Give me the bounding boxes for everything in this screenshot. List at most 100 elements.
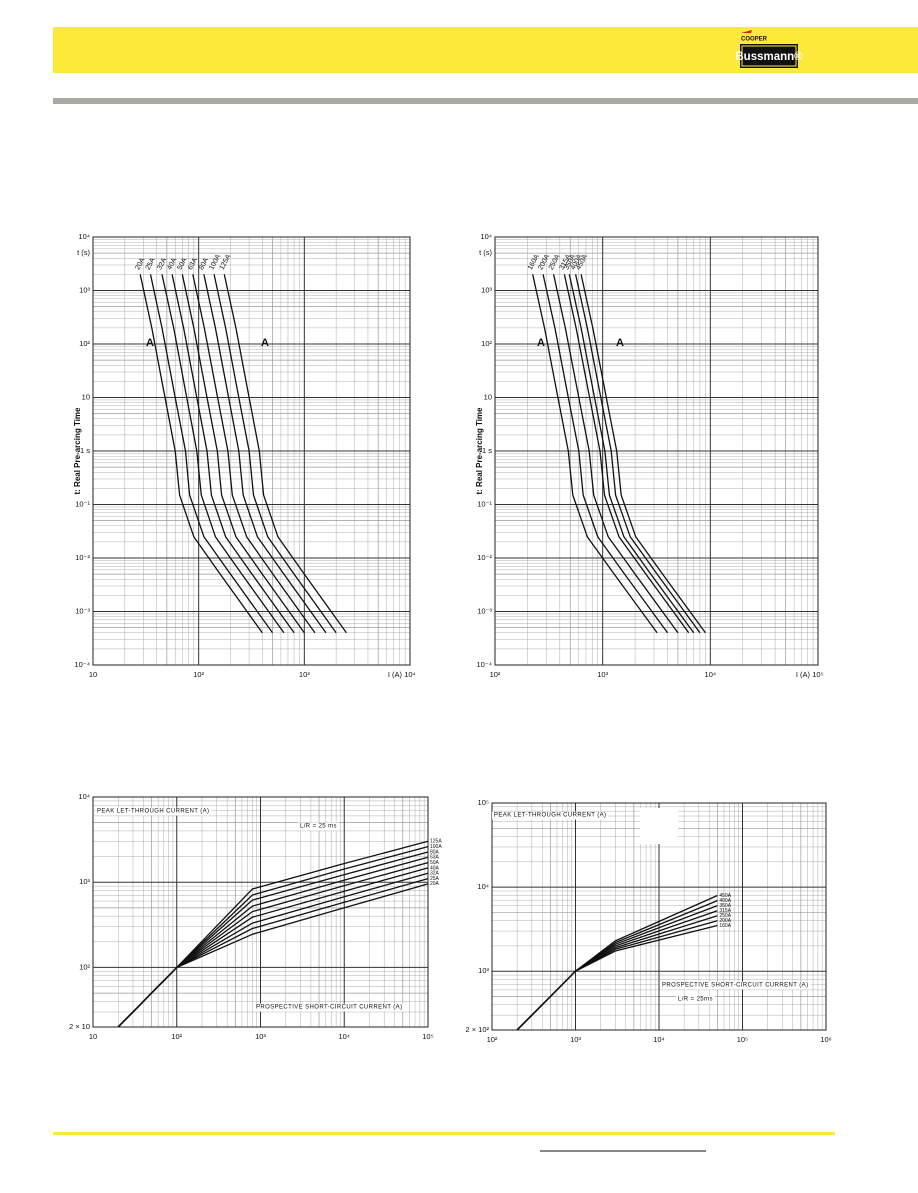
x-tick-label: 10³ xyxy=(299,670,310,679)
series-label: 20A xyxy=(430,881,440,887)
curve xyxy=(532,274,658,634)
y-tick-label: 10² xyxy=(481,339,492,348)
blank-box xyxy=(640,808,678,844)
x-tick-label: 10³ xyxy=(570,1035,581,1044)
chart: 10² 10³ 10⁴ 10⁵ 10⁴ 10³ 10² 10 1 s 10⁻¹ 10⁻² 10⁻³ 10… xyxy=(475,232,824,679)
curve xyxy=(580,274,706,634)
chart: 10 10² 10³ 10⁴ 10⁵ 10⁴ 10³ 10² 2 × 10 PEAK LET-TH… xyxy=(69,792,442,1041)
y-tick-label: 10⁴ xyxy=(78,792,90,801)
y-tick-label: 10⁻⁴ xyxy=(74,660,90,669)
logo-brand: Bussmann® xyxy=(735,51,803,63)
annotation-box xyxy=(95,807,212,816)
chart: 10 10² 10³ 10⁴ 10⁴ 10³ 10² 10 1 s 10⁻¹ 10⁻² 10⁻³ 10⁻… xyxy=(73,232,416,679)
y-tick-label: 10⁴ xyxy=(78,232,90,241)
series-label: 450A xyxy=(719,893,731,899)
curve xyxy=(139,274,263,634)
curve xyxy=(223,274,347,634)
x-tick-label: 10² xyxy=(193,670,204,679)
series-label: 100A xyxy=(430,844,442,850)
x-axis-title: I (A) xyxy=(388,670,403,679)
header-rule xyxy=(53,98,918,104)
curve xyxy=(213,274,337,634)
y-tick-label: 2 × 10 xyxy=(69,1022,90,1031)
x-axis-title: I (A) xyxy=(796,670,811,679)
annotation: L/R = 25 ms xyxy=(300,824,337,830)
curve xyxy=(192,274,316,634)
curve xyxy=(568,274,695,634)
series-label: 250A xyxy=(719,913,731,919)
y-unit-label: t (s) xyxy=(77,248,90,257)
annotation-box xyxy=(492,811,609,820)
logo: COOPER Bussmann® xyxy=(735,30,803,68)
y-unit-label: t (s) xyxy=(479,248,492,257)
plot-frame xyxy=(494,236,819,666)
y-tick-label: 10⁻² xyxy=(75,553,90,562)
x-tick-label: 10 xyxy=(89,670,97,679)
annotation: A xyxy=(261,337,269,349)
curve xyxy=(203,274,327,634)
series-label: 32A xyxy=(430,871,440,877)
annotation: A xyxy=(616,337,624,349)
annotation-box xyxy=(676,995,715,1004)
y-axis-title: t: Real Pre-arcing Time xyxy=(73,407,82,495)
chart: 10² 10³ 10⁴ 10⁵ 10⁶ 10⁵ 10⁴ 10³ 2 × 10² PEAK LET-… xyxy=(465,798,831,1044)
series-label: 160A xyxy=(719,923,731,929)
x-tick-label: 10⁵ xyxy=(812,670,823,679)
curve xyxy=(542,274,669,634)
series-label: 350A xyxy=(719,903,731,909)
x-tick-label: 10³ xyxy=(255,1032,266,1041)
y-tick-label: 10² xyxy=(79,962,90,971)
annotation: PEAK LET-THROUGH CURRENT (A) xyxy=(97,809,209,815)
annotation: A xyxy=(537,337,545,349)
logo-swoosh xyxy=(741,30,752,33)
curve xyxy=(552,274,679,634)
annotation-box xyxy=(254,1003,405,1012)
series-label: 400A xyxy=(719,898,731,904)
y-tick-label: 1 s xyxy=(482,446,492,455)
x-tick-label: 10⁵ xyxy=(737,1035,748,1044)
series-label: 80A xyxy=(430,849,440,855)
plot-frame xyxy=(92,236,411,666)
annotation: PEAK LET-THROUGH CURRENT (A) xyxy=(494,813,606,819)
annotation: PROSPECTIVE SHORT-CIRCUIT CURRENT (A) xyxy=(256,1005,402,1011)
curve xyxy=(171,274,295,634)
annotation-box xyxy=(298,822,339,831)
x-tick-label: 10 xyxy=(89,1032,97,1041)
x-tick-label: 10² xyxy=(487,1035,498,1044)
y-tick-label: 10⁻¹ xyxy=(75,499,90,508)
x-tick-label: 10⁵ xyxy=(422,1032,433,1041)
x-tick-label: 10⁶ xyxy=(820,1035,831,1044)
series-label: 63A xyxy=(430,855,440,861)
plot-frame xyxy=(92,796,429,1028)
x-tick-label: 10² xyxy=(490,670,501,679)
annotation-box xyxy=(660,981,811,990)
y-tick-label: 10⁵ xyxy=(478,798,489,807)
curve xyxy=(563,274,690,634)
plot-frame xyxy=(491,802,827,1031)
series-label: 200A xyxy=(719,918,731,924)
logo-cooper: COOPER xyxy=(741,37,768,43)
y-tick-label: 10⁻³ xyxy=(75,606,90,615)
x-tick-label: 10⁴ xyxy=(653,1035,665,1044)
y-tick-label: 10⁻⁴ xyxy=(476,660,492,669)
y-axis-title: t: Real Pre-arcing Time xyxy=(475,407,484,495)
y-tick-label: 10 xyxy=(82,392,90,401)
annotation: L/R = 25ms xyxy=(678,997,713,1003)
y-tick-label: 10² xyxy=(79,339,90,348)
y-tick-label: 10⁻¹ xyxy=(477,499,492,508)
x-tick-label: 10⁴ xyxy=(338,1032,350,1041)
annotation: A xyxy=(146,337,154,349)
x-tick-label: 10⁴ xyxy=(705,670,717,679)
x-tick-label: 10³ xyxy=(597,670,608,679)
y-tick-label: 10⁻² xyxy=(477,553,492,562)
curve xyxy=(181,274,305,634)
series-label: 40A xyxy=(430,865,440,871)
curve xyxy=(149,274,274,634)
y-tick-label: 10⁴ xyxy=(480,232,492,241)
series-label: 50A xyxy=(430,860,440,866)
annotation: PROSPECTIVE SHORT-CIRCUIT CURRENT (A) xyxy=(662,983,808,989)
footer-rule xyxy=(53,1132,835,1135)
series-label: 25A xyxy=(430,876,440,882)
logo-inner xyxy=(741,45,797,67)
y-tick-label: 10⁻³ xyxy=(477,606,492,615)
